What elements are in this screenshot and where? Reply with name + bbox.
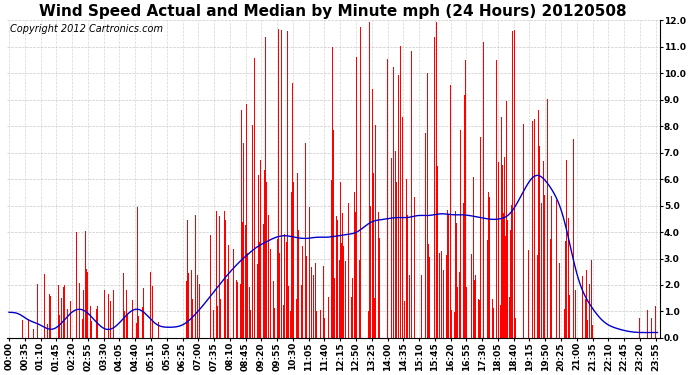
Title: Wind Speed Actual and Median by Minute mph (24 Hours) 20120508: Wind Speed Actual and Median by Minute m…: [39, 4, 627, 19]
Text: Copyright 2012 Cartronics.com: Copyright 2012 Cartronics.com: [10, 24, 163, 33]
